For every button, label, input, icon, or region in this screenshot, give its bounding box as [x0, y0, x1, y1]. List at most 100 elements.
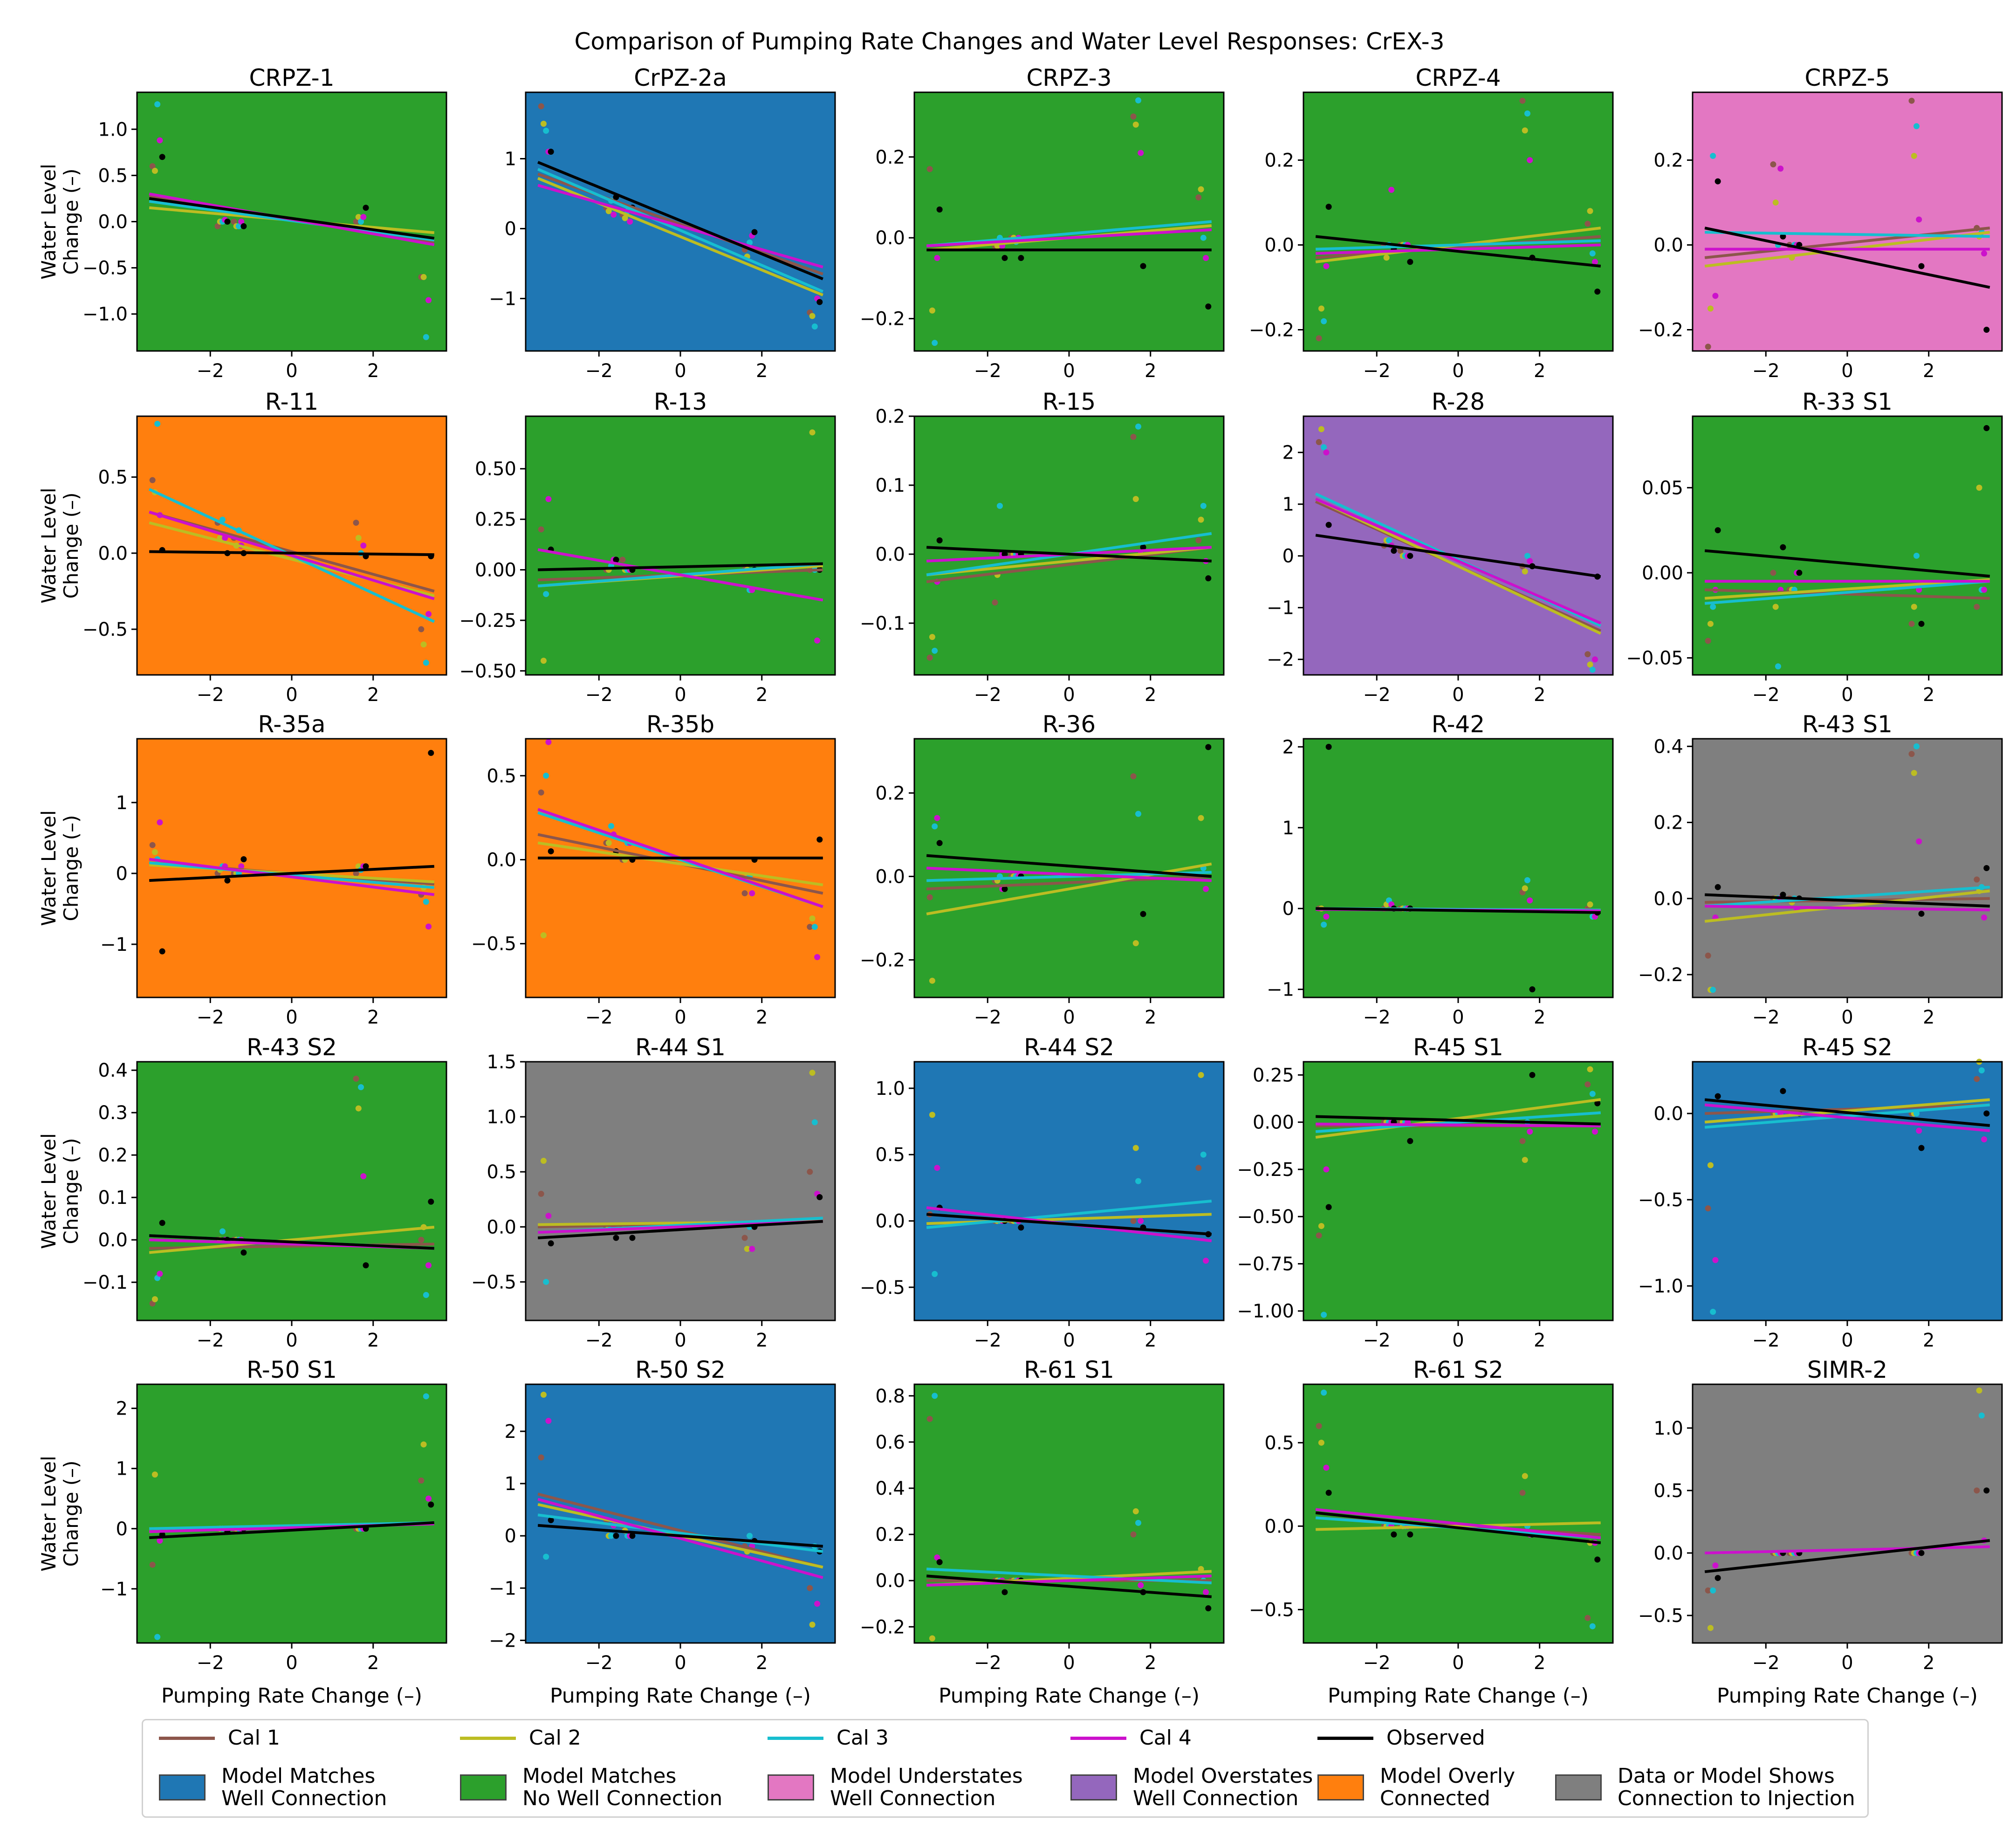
y-tick-label: 0.1 — [98, 1187, 128, 1209]
panel-title: R-45 S2 — [1802, 1034, 1893, 1061]
panel-background — [914, 416, 1224, 675]
data-point — [1908, 751, 1915, 757]
data-point — [1770, 570, 1776, 576]
data-point — [807, 924, 813, 930]
y-tick-label: −0.2 — [1638, 320, 1683, 341]
x-tick-label: 0 — [286, 1007, 297, 1028]
panel-title: CRPZ-4 — [1415, 64, 1501, 91]
panel-title: R-50 S1 — [247, 1356, 337, 1383]
data-point — [1712, 1562, 1719, 1569]
data-point — [1205, 744, 1212, 750]
data-point — [1983, 327, 1990, 333]
x-tick-label: 0 — [674, 1330, 686, 1351]
data-point — [608, 1532, 614, 1539]
data-point — [811, 323, 818, 330]
panel: R-11 −0.5 0.0 0.5 −2 0 2 Water LevelChange (–) — [37, 388, 447, 706]
trend-line — [537, 1513, 823, 1553]
panel-title: CRPZ-1 — [249, 64, 334, 91]
trend-line — [1315, 235, 1601, 268]
data-point — [1587, 901, 1593, 908]
data-point — [540, 658, 547, 664]
data-point — [1323, 1464, 1330, 1471]
y-tick-label: 0.0 — [1653, 888, 1683, 910]
data-point — [936, 206, 943, 213]
data-point — [420, 274, 427, 280]
data-point — [1407, 1138, 1413, 1144]
data-point — [929, 307, 935, 314]
y-tick-label: 0.5 — [487, 765, 516, 787]
x-tick-label: −2 — [585, 360, 613, 382]
panel-frame — [136, 91, 447, 352]
data-point — [1130, 433, 1137, 440]
y-tick-label: 0.0 — [98, 543, 128, 564]
trend-line — [1315, 1508, 1601, 1539]
data-point — [1974, 876, 1980, 883]
y-tick-label: 0.0 — [487, 849, 516, 871]
data-point — [1978, 1412, 1985, 1419]
data-point — [157, 1271, 163, 1277]
x-tick-label: −2 — [1752, 1652, 1780, 1674]
data-point — [1407, 259, 1413, 265]
data-point — [1195, 194, 1202, 200]
data-point — [1200, 234, 1207, 241]
y-tick-label: −1.0 — [1638, 1276, 1683, 1297]
data-point — [1911, 152, 1917, 159]
panel-title: CrPZ-2a — [634, 64, 727, 91]
data-point — [151, 1471, 158, 1478]
data-point — [1594, 1556, 1601, 1563]
panel: CRPZ-3 −0.2 0.0 0.2 −2 0 2 — [860, 64, 1225, 382]
panel: R-42 −1 0 1 2 −2 0 2 — [1267, 711, 1614, 1028]
data-point — [1132, 1508, 1139, 1515]
x-tick-label: 2 — [756, 1007, 768, 1028]
x-tick-label: 0 — [286, 360, 297, 382]
y-axis-label-line1: Water Level — [37, 488, 60, 603]
panel: R-35a −1 0 1 −2 0 2 Water LevelChange (–) — [37, 711, 447, 1028]
data-point — [1522, 1473, 1528, 1479]
data-point — [358, 219, 364, 225]
trend-line — [538, 562, 823, 571]
trend-line — [1316, 1111, 1601, 1133]
y-tick-label: 0 — [505, 219, 516, 240]
legend-item-over: Model Overstates Well Connection — [1070, 1765, 1313, 1810]
y-tick-label: 0.0 — [1653, 1543, 1683, 1564]
data-point — [1321, 921, 1327, 928]
panel-title: CRPZ-5 — [1804, 64, 1890, 91]
y-axis-label-line1: Water Level — [37, 164, 60, 279]
data-point — [1001, 886, 1008, 892]
trend-line — [926, 1574, 1212, 1587]
data-point — [540, 1391, 547, 1398]
trend-line — [1704, 549, 1990, 578]
trend-line — [1704, 1098, 1990, 1127]
data-point — [936, 840, 943, 846]
data-point — [744, 1245, 750, 1252]
x-tick-label: 2 — [1534, 360, 1545, 382]
y-tick-label: 0.0 — [875, 866, 905, 887]
y-tick-label: 0.50 — [475, 459, 516, 480]
x-tick-label: 0 — [1063, 1007, 1075, 1028]
panel-frame — [136, 1383, 447, 1644]
data-point — [1391, 548, 1397, 554]
y-axis-label-line1: Water Level — [37, 1133, 60, 1249]
data-point — [1388, 186, 1395, 193]
trend-line — [149, 1521, 434, 1539]
data-point — [428, 1198, 434, 1205]
data-point — [1397, 548, 1404, 554]
data-point — [629, 1235, 636, 1241]
data-point — [428, 749, 434, 756]
x-tick-label: 2 — [1534, 1652, 1545, 1674]
data-point — [157, 1538, 163, 1544]
trend-line — [537, 841, 823, 887]
data-point — [1323, 263, 1330, 269]
y-axis-label: Water LevelChange (–) — [37, 488, 82, 603]
panel-frame — [1303, 415, 1614, 676]
panel: R-36 −0.2 0.0 0.2 −2 0 2 — [860, 711, 1225, 1028]
data-point — [420, 641, 427, 648]
x-tick-label: −2 — [197, 1652, 224, 1674]
y-tick-label: 0 — [1282, 546, 1294, 567]
panel-background — [1303, 92, 1613, 351]
data-point — [1592, 656, 1598, 663]
y-axis-label: Water LevelChange (–) — [37, 1456, 82, 1571]
x-tick-label: −2 — [1363, 360, 1391, 382]
y-tick-label: −0.2 — [1638, 964, 1683, 986]
data-point — [811, 924, 818, 930]
